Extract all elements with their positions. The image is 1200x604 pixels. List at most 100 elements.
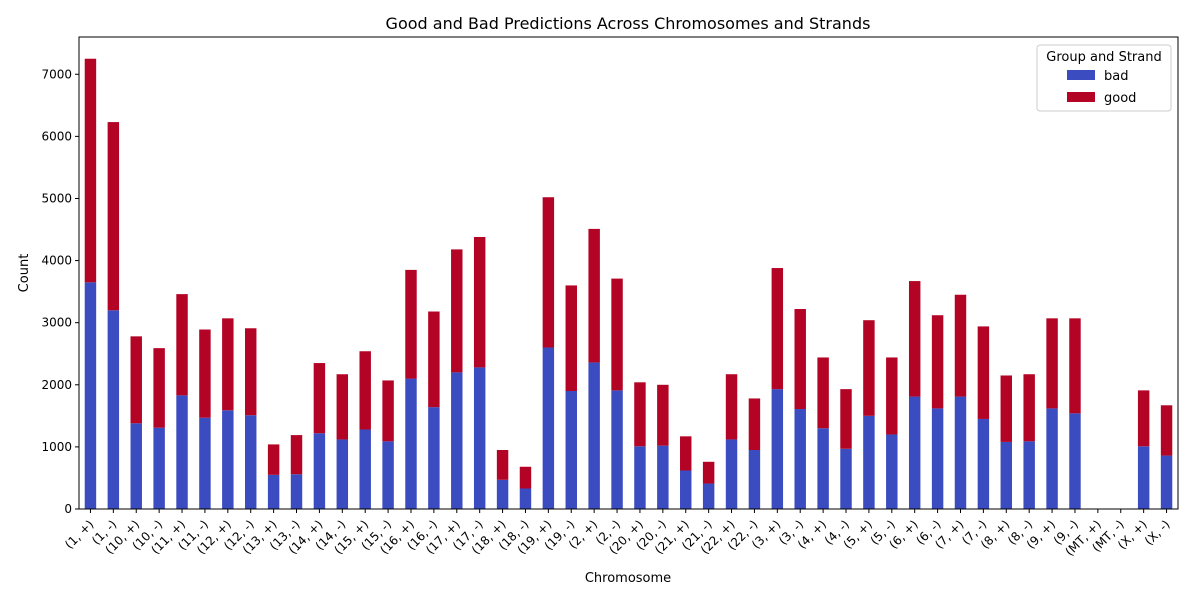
bar-bad <box>519 488 532 509</box>
bar-bad <box>473 367 486 509</box>
bar-good <box>451 249 463 373</box>
bar-bad <box>542 347 555 509</box>
y-axis-ticks: 0 1000 2000 3000 4000 5000 6000 7000 <box>41 67 79 516</box>
legend-label-good: good <box>1104 91 1136 106</box>
legend-items: bad good <box>1067 69 1136 106</box>
bar-bad <box>84 282 97 509</box>
bar-bad <box>1069 413 1081 509</box>
bar-good <box>908 281 921 397</box>
bar-bad <box>359 429 371 509</box>
bar-good <box>84 58 97 283</box>
bar-good <box>1069 318 1081 414</box>
y-tick-label: 0 <box>64 502 72 516</box>
bar-bad <box>336 439 349 509</box>
bar-bad <box>931 408 944 509</box>
bar-bad <box>1023 441 1035 509</box>
bar-good <box>931 315 944 409</box>
y-tick-label: 5000 <box>41 191 72 205</box>
bar-good <box>130 336 142 424</box>
bar-good <box>428 311 440 408</box>
bar-bad <box>496 479 509 509</box>
y-tick-label: 1000 <box>41 440 72 454</box>
bar-bad <box>588 362 600 509</box>
bar-good <box>222 318 234 411</box>
bar-bad <box>290 474 303 509</box>
plot-frame <box>78 36 1179 510</box>
bar-bad <box>771 389 784 509</box>
bar-good <box>565 285 577 391</box>
bar-bad <box>130 423 142 509</box>
bar-good <box>977 326 990 419</box>
bar-bad <box>382 441 394 509</box>
bar-good <box>153 348 165 428</box>
bar-good <box>840 389 852 449</box>
y-tick-label: 3000 <box>41 316 72 330</box>
bar-bad <box>244 415 257 509</box>
bar-bad <box>908 396 921 509</box>
bar-good <box>313 363 326 434</box>
bar-bad <box>428 407 440 509</box>
bar-good <box>954 294 967 397</box>
bar-bad <box>199 417 211 509</box>
bar-good <box>886 357 898 435</box>
bar-good <box>267 444 280 475</box>
bar-bad <box>153 427 165 509</box>
bar-good <box>817 357 829 429</box>
bar-good <box>1000 375 1013 442</box>
bar-bad <box>680 470 692 509</box>
bar-bad <box>634 446 646 509</box>
bar-bad <box>1160 455 1173 509</box>
bar-bad <box>1137 446 1150 509</box>
bar-bad <box>176 395 188 509</box>
bar-good <box>107 122 120 311</box>
bar-good <box>634 382 646 447</box>
bar-bad <box>267 474 280 509</box>
bar-good <box>1023 374 1035 442</box>
bar-good <box>794 309 806 410</box>
bar-good <box>588 228 600 363</box>
bar-good <box>496 450 509 480</box>
bar-good <box>336 374 349 440</box>
bar-bad <box>565 391 577 509</box>
bar-bad <box>954 396 967 509</box>
bar-good <box>473 236 486 368</box>
bar-good <box>405 269 417 379</box>
bar-good <box>771 268 784 390</box>
legend-swatch-good <box>1067 92 1095 102</box>
bar-bad <box>863 415 875 509</box>
bar-good <box>1160 405 1173 456</box>
bar-good <box>680 436 692 471</box>
bar-bad <box>702 483 715 509</box>
bars-group <box>84 58 1173 509</box>
bar-good <box>244 328 257 416</box>
chart-title: Good and Bad Predictions Across Chromoso… <box>386 14 871 33</box>
bar-good <box>176 294 188 396</box>
x-axis-label: Chromosome <box>585 571 671 586</box>
bar-good <box>1046 318 1058 409</box>
bar-bad <box>840 448 852 509</box>
bar-bad <box>725 439 738 509</box>
bar-good <box>748 398 761 450</box>
bar-bad <box>222 410 234 509</box>
bar-bad <box>977 418 990 509</box>
bar-good <box>519 466 532 489</box>
bar-bad <box>1000 441 1013 509</box>
bar-bad <box>451 372 463 509</box>
bar-good <box>1137 390 1150 447</box>
bar-good <box>725 374 738 440</box>
bar-bad <box>1046 408 1058 509</box>
bar-good <box>657 384 669 446</box>
bar-good <box>199 329 211 418</box>
x-tick-label: (X, -) <box>1142 517 1173 548</box>
legend: Group and Strand bad good <box>1036 44 1172 112</box>
bar-bad <box>748 450 761 509</box>
bar-good <box>702 461 715 484</box>
bar-good <box>863 320 875 416</box>
legend-swatch-bad <box>1067 70 1095 80</box>
bar-bad <box>313 433 326 509</box>
bar-bad <box>107 310 120 509</box>
y-tick-label: 7000 <box>41 67 72 81</box>
y-axis-label: Count <box>17 254 32 293</box>
